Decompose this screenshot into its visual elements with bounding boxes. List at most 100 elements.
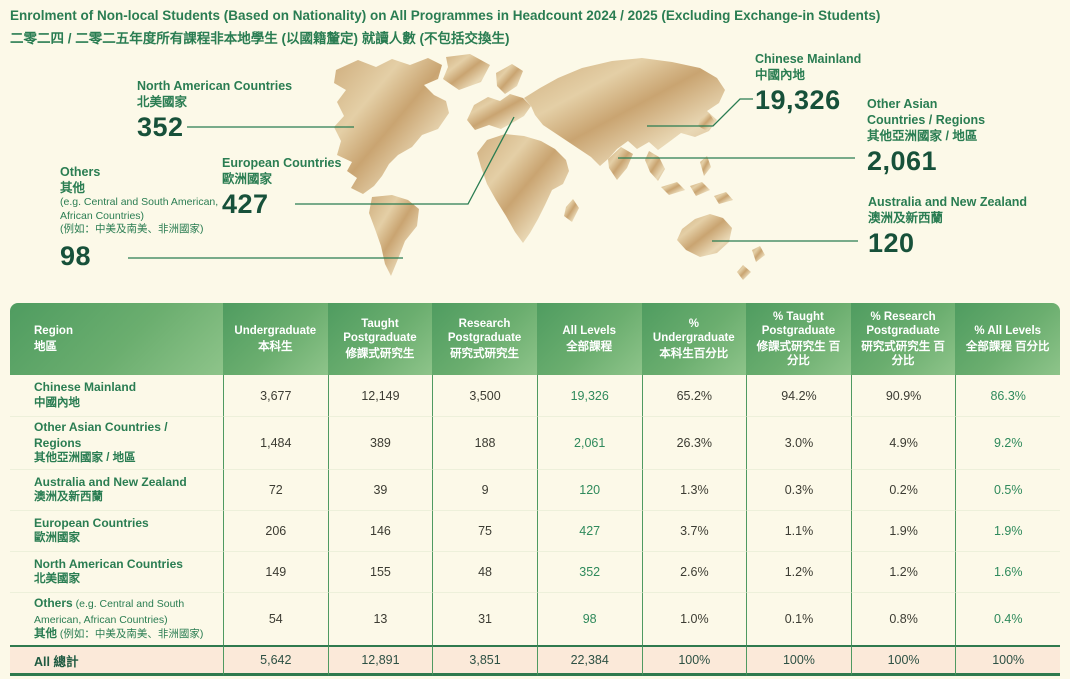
continent-australia: [677, 214, 732, 257]
total-label-cell: All 總計: [10, 645, 223, 677]
column-header-pct-taught-postgraduate: % Taught Postgraduate 修課式研究生 百分比: [746, 303, 851, 375]
region-name-zh: 其他: [60, 181, 86, 195]
table-row: Other Asian Countries / Regions 其他亞洲國家 / …: [10, 416, 1060, 470]
page-subtitle: 二零二四 / 二零二五年度所有課程非本地學生 (以國籍釐定) 就讀人數 (不包括…: [10, 31, 510, 46]
value-cell: 2,061: [536, 416, 642, 470]
value-cell: 389: [327, 416, 433, 470]
region-note: (e.g. Central and South American, Africa…: [60, 196, 219, 222]
island-philippines: [700, 156, 711, 176]
value-cell: 19,326: [536, 375, 642, 416]
region-name: Australia and New Zealand: [868, 195, 1028, 209]
value-cell: 0.4%: [955, 592, 1060, 646]
value-cell: 149: [223, 551, 328, 593]
value-cell: 120: [536, 469, 642, 511]
column-header-pct-research-postgraduate: % Research Postgraduate 研究式研究生 百分比: [850, 303, 956, 375]
continent-south-america: [369, 195, 419, 276]
value-cell: 206: [223, 510, 328, 552]
value-cell: 13: [327, 592, 433, 646]
region-cell: Others (e.g. Central and South American,…: [10, 592, 223, 645]
island-indonesia-1: [661, 182, 685, 195]
map-label-other-asian: Other Asian Countries / Regions 其他亞洲國家 /…: [867, 96, 991, 175]
value-cell: 26.3%: [641, 416, 747, 470]
value-cell: 3.7%: [641, 510, 747, 552]
value-cell: 4.9%: [850, 416, 956, 470]
value-cell: 31: [432, 592, 537, 646]
value-cell: 12,149: [327, 375, 433, 416]
continent-north-america: [334, 58, 449, 194]
column-header-pct-all-levels: % All Levels 全部課程 百分比: [955, 303, 1060, 375]
region-name-zh: 北美國家: [137, 95, 188, 109]
column-header-pct-undergraduate: % Undergraduate 本科生百分比: [641, 303, 747, 375]
island-new-zealand-north: [752, 246, 765, 262]
world-map: [128, 54, 858, 280]
region-cell: Australia and New Zealand 澳洲及新西蘭: [10, 469, 223, 510]
region-cell: North American Countries 北美國家: [10, 551, 223, 592]
island-indonesia-3: [714, 192, 733, 204]
total-value-cell: 100%: [746, 645, 851, 677]
world-map-section: North American Countries 北美國家 352 Europe…: [0, 45, 1070, 303]
value-cell: 1.6%: [955, 551, 1060, 593]
total-value-cell: 100%: [850, 645, 956, 677]
region-name: Chinese Mainland: [755, 52, 862, 66]
map-label-australia-new-zealand: Australia and New Zealand 澳洲及新西蘭 120: [868, 194, 1027, 257]
region-name: European Countries: [222, 156, 342, 170]
value-cell: 352: [536, 551, 642, 593]
value-cell: 39: [327, 469, 433, 511]
value-cell: 1.9%: [955, 510, 1060, 552]
region-cell: European Countries 歐洲國家: [10, 510, 223, 551]
value-cell: 3,500: [432, 375, 537, 416]
total-value-cell: 22,384: [536, 645, 642, 677]
region-name-zh: 其他亞洲國家 / 地區: [867, 129, 978, 143]
region-scandinavia: [496, 64, 523, 94]
value-cell: 146: [327, 510, 433, 552]
value-cell: 3.0%: [746, 416, 851, 470]
total-value-cell: 5,642: [223, 645, 328, 677]
table-row: Others (e.g. Central and South American,…: [10, 592, 1060, 646]
value-cell: 94.2%: [746, 375, 851, 416]
table-total-row: All 總計 5,642 12,891 3,851 22,384 100% 10…: [10, 645, 1060, 677]
table-row: Chinese Mainland 中國內地 3,677 12,149 3,500 19,3…: [10, 375, 1060, 416]
continent-asia: [524, 58, 725, 166]
value-cell: 75: [432, 510, 537, 552]
page-title: Enrolment of Non-local Students (Based o…: [10, 8, 881, 23]
island-new-zealand-south: [737, 265, 751, 280]
total-value-cell: 12,891: [327, 645, 433, 677]
value-cell: 1.3%: [641, 469, 747, 511]
value-cell: 86.3%: [955, 375, 1060, 416]
map-label-north-america: North American Countries 北美國家 352: [137, 78, 292, 141]
value-cell: 0.1%: [746, 592, 851, 646]
value-cell: 65.2%: [641, 375, 747, 416]
map-label-others: Others 其他 (e.g. Central and South Americ…: [60, 164, 232, 270]
value-cell: 90.9%: [850, 375, 956, 416]
value-cell: 427: [536, 510, 642, 552]
region-value: 120: [868, 228, 915, 258]
value-cell: 1.9%: [850, 510, 956, 552]
value-cell: 54: [223, 592, 328, 646]
continent-africa: [477, 134, 569, 243]
column-header-all-levels: All Levels 全部課程: [536, 303, 642, 375]
region-name-zh: 歐洲國家: [222, 172, 273, 186]
table-header-row: Region 地區 Undergraduate 本科生 Taught Postgradu…: [10, 303, 1060, 375]
island-indonesia-2: [690, 182, 710, 196]
region-cell: Chinese Mainland 中國內地: [34, 380, 137, 409]
region-value: 98: [60, 240, 92, 271]
region-name-zh: 中國內地: [755, 68, 806, 82]
continent-europe: [467, 94, 531, 130]
total-value-cell: 100%: [641, 645, 747, 677]
island-greenland: [443, 54, 490, 90]
map-label-chinese-mainland: Chinese Mainland 中國內地 19,326: [755, 51, 861, 114]
leader-line-chinese-mainland: [647, 98, 753, 127]
region-value: 352: [137, 112, 184, 142]
value-cell: 72: [223, 469, 328, 511]
table-row: North American Countries 北美國家 149 155 48 352 2…: [10, 551, 1060, 593]
region-value: 427: [222, 189, 269, 219]
region-name: Others: [60, 165, 101, 179]
column-header-region: Region 地區: [10, 303, 223, 375]
value-cell: 0.5%: [955, 469, 1060, 511]
value-cell: 1.2%: [746, 551, 851, 593]
value-cell: 48: [432, 551, 537, 593]
region-cell: Other Asian Countries / Regions 其他亞洲國家 / …: [10, 416, 223, 469]
value-cell: 3,677: [223, 375, 328, 416]
value-cell: 1.0%: [641, 592, 747, 646]
